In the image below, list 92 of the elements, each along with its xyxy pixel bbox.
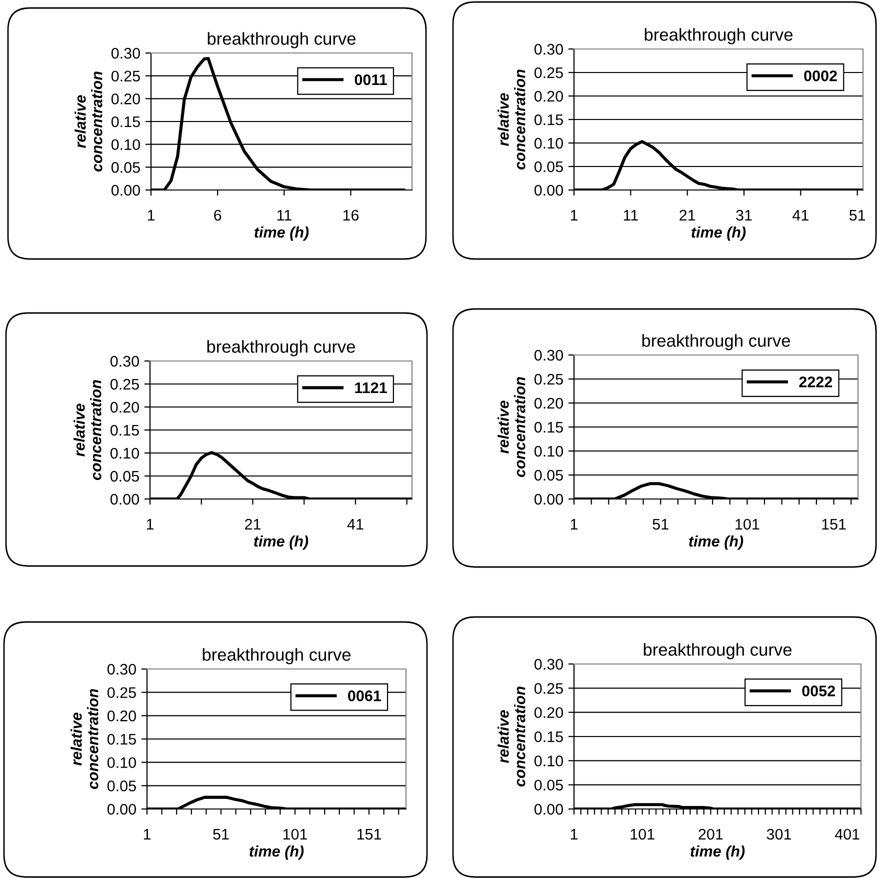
y-tick-label: 0.25	[534, 67, 563, 78]
legend-label: 2222	[799, 376, 832, 388]
y-tick-label: 0.20	[110, 402, 139, 413]
x-tick-label: 101	[736, 518, 760, 530]
y-tick-label: 0.00	[534, 184, 563, 196]
legend-label: 1121	[355, 382, 387, 394]
y-tick-label: 0.10	[110, 448, 139, 459]
legend-label: 0002	[804, 70, 837, 82]
y-tick-label: 0.10	[534, 446, 563, 457]
y-tick-label: 0.00	[111, 184, 140, 196]
y-tick-label: 0.00	[534, 494, 563, 505]
y-tick-label: 0.20	[111, 94, 140, 104]
y-tick-label: 0.25	[111, 70, 140, 82]
y-tick-label: 0.00	[107, 804, 136, 815]
x-tick-label: 1	[146, 519, 154, 530]
x-tick-label: 1	[570, 519, 578, 530]
legend-label: 0011	[354, 74, 387, 86]
y-tick-label: 0.00	[110, 494, 139, 505]
y-tick-label: 0.20	[107, 710, 136, 722]
y-tick-label: 0.10	[534, 756, 563, 766]
y-tick-label: 0.25	[110, 378, 139, 390]
y-tick-label: 0.15	[111, 116, 140, 128]
x-tick-label: 21	[680, 210, 696, 221]
y-axis-title: relative concentration	[70, 689, 98, 790]
y-tick-label: 0.05	[111, 162, 140, 173]
x-tick-label: 151	[357, 829, 381, 840]
x-axis-title: time (h)	[250, 845, 304, 860]
x-tick-label: 41	[347, 519, 364, 530]
x-tick-label: 11	[277, 210, 292, 221]
y-tick-label: 0.10	[534, 138, 563, 149]
y-tick-label: 0.20	[534, 90, 563, 102]
y-tick-label: 0.15	[107, 734, 136, 745]
x-tick-label: 6	[214, 210, 222, 221]
x-tick-label: 1	[570, 829, 578, 840]
y-tick-label: 0.25	[534, 683, 563, 694]
y-tick-label: 0.25	[534, 374, 563, 385]
y-tick-label: 0.30	[110, 356, 139, 367]
chart-title: breakthrough curve	[644, 28, 793, 44]
x-tick-label: 51	[652, 519, 668, 530]
y-tick-label: 0.20	[534, 707, 563, 718]
y-tick-label: 0.20	[534, 398, 563, 409]
x-tick-label: 16	[343, 210, 359, 221]
y-axis-title: relative concentration	[498, 377, 526, 478]
chart-title: breakthrough curve	[644, 643, 792, 660]
x-tick-label: 1	[148, 210, 155, 221]
y-tick-label: 0.05	[534, 161, 563, 172]
y-tick-label: 0.30	[107, 664, 136, 675]
legend-label: 0052	[802, 686, 835, 696]
chart-title: breakthrough curve	[202, 648, 351, 664]
y-tick-label: 0.30	[534, 658, 563, 670]
x-tick-label: 11	[624, 210, 638, 221]
x-tick-label: 21	[245, 518, 260, 530]
y-tick-label: 0.15	[534, 422, 563, 433]
y-tick-label: 0.05	[534, 470, 563, 481]
y-tick-label: 0.30	[534, 44, 563, 55]
x-tick-label: 401	[834, 828, 860, 840]
x-axis-title: time (h)	[690, 845, 745, 860]
chart-title: breakthrough curve	[208, 32, 356, 48]
x-axis-title: time (h)	[689, 535, 744, 550]
y-tick-label: 0.25	[107, 687, 136, 698]
y-tick-label: 0.30	[111, 48, 140, 59]
y-tick-label: 0.15	[534, 114, 563, 126]
y-tick-label: 0.30	[534, 350, 563, 361]
chart-title: breakthrough curve	[642, 334, 790, 350]
x-tick-label: 41	[792, 210, 808, 221]
x-tick-label: 51	[213, 829, 229, 840]
x-tick-label: 31	[736, 210, 752, 221]
y-tick-label: 0.15	[110, 424, 139, 436]
y-tick-label: 0.10	[107, 757, 136, 768]
y-tick-label: 0.05	[107, 780, 136, 792]
y-tick-label: 0.15	[534, 731, 563, 742]
x-tick-label: 101	[630, 828, 654, 840]
y-tick-label: 0.05	[534, 780, 563, 791]
x-tick-label: 151	[822, 519, 846, 530]
x-tick-label: 1	[570, 210, 578, 221]
x-axis-title: time (h)	[254, 226, 309, 241]
y-axis-title: relative concentration	[498, 70, 526, 170]
y-axis-title: relative concentration	[74, 380, 102, 480]
y-tick-label: 0.00	[534, 804, 563, 815]
x-tick-label: 101	[283, 828, 307, 840]
x-tick-label: 51	[849, 210, 866, 221]
chart-title: breakthrough curve	[207, 340, 356, 356]
x-tick-label: 1	[144, 829, 151, 840]
y-tick-label: 0.05	[110, 470, 139, 482]
legend-label: 0061	[348, 690, 381, 702]
x-axis-title: time (h)	[254, 535, 308, 550]
x-tick-label: 301	[766, 828, 791, 840]
y-axis-title: relative concentration	[498, 686, 526, 787]
y-tick-label: 0.10	[111, 139, 140, 150]
y-axis-title: relative concentration	[74, 72, 102, 172]
x-tick-label: 201	[698, 828, 723, 840]
x-axis-title: time (h)	[692, 226, 746, 241]
